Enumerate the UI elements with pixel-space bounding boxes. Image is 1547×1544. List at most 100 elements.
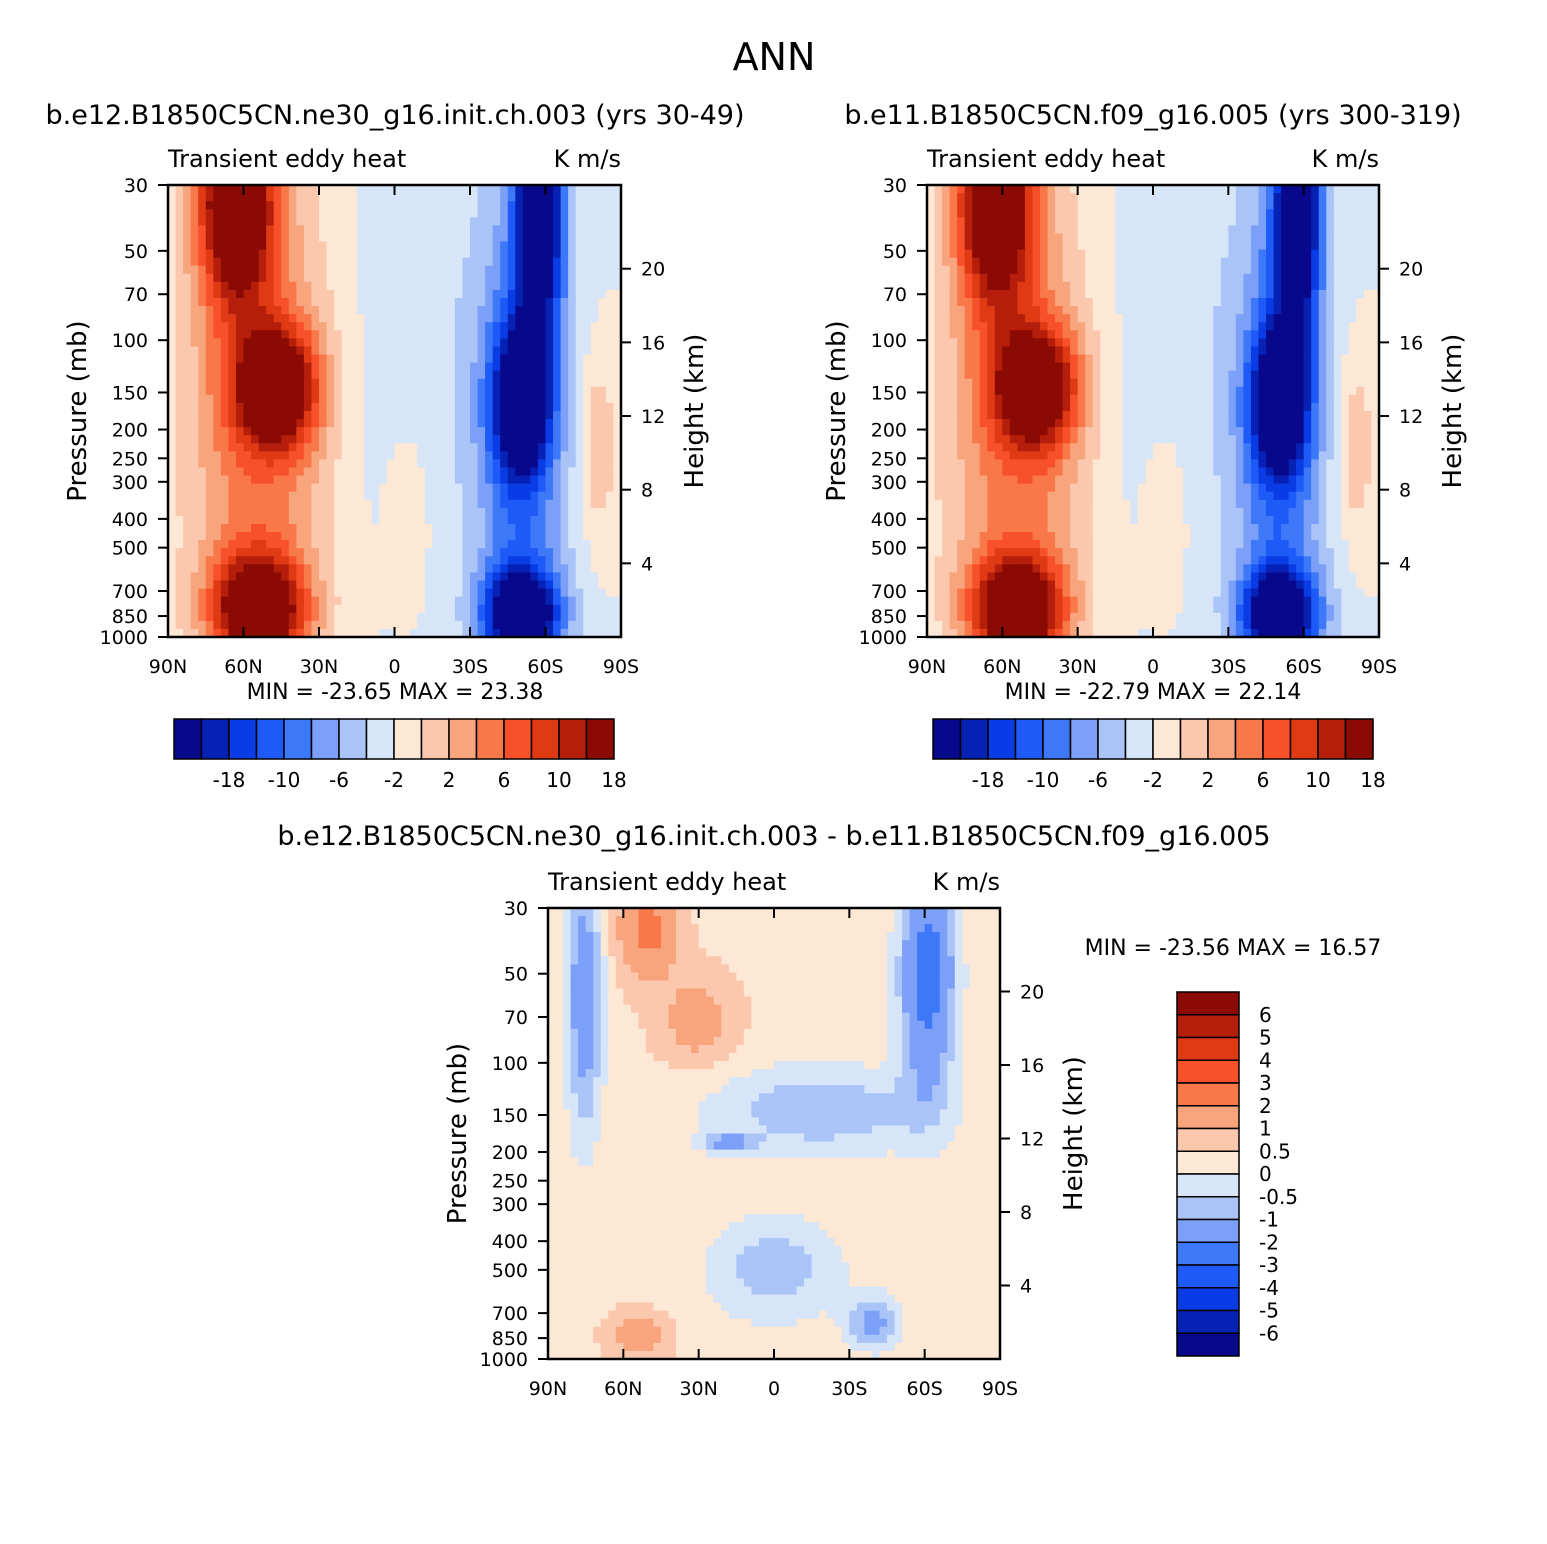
field-cell xyxy=(386,273,396,283)
field-cell xyxy=(198,564,207,574)
field-cell xyxy=(386,556,396,565)
field-cell xyxy=(500,483,509,493)
field-cell xyxy=(545,483,554,493)
field-cell xyxy=(168,370,177,380)
field-cell xyxy=(1213,257,1222,267)
field-cell xyxy=(1055,217,1064,226)
field-cell xyxy=(568,306,577,315)
field-cell xyxy=(281,491,290,501)
field-cell xyxy=(303,515,313,525)
field-cell xyxy=(575,556,584,565)
field-cell xyxy=(364,298,373,307)
field-cell xyxy=(477,314,486,323)
field-cell xyxy=(183,241,192,251)
field-cell xyxy=(273,322,282,331)
field-cell xyxy=(1266,209,1275,218)
field-cell xyxy=(439,612,448,622)
field-cell xyxy=(198,443,207,452)
field-cell xyxy=(1281,265,1290,275)
field-cell xyxy=(613,241,622,251)
field-cell xyxy=(1077,209,1086,218)
field-cell xyxy=(311,314,320,323)
field-cell xyxy=(266,201,275,210)
field-cell xyxy=(972,209,981,218)
field-cell xyxy=(364,386,373,396)
field-cell xyxy=(972,217,981,226)
field-cell xyxy=(1002,249,1011,259)
field-cell xyxy=(590,354,599,364)
field-cell xyxy=(183,249,192,259)
field-cell xyxy=(515,370,524,380)
field-cell xyxy=(1047,233,1056,243)
field-cell xyxy=(1198,241,1207,251)
field-cell xyxy=(175,564,184,574)
field-cell xyxy=(319,185,328,194)
field-cell xyxy=(281,596,290,606)
field-cell xyxy=(1243,346,1252,356)
field-cell xyxy=(1009,346,1018,356)
field-cell xyxy=(470,193,479,202)
field-cell xyxy=(545,306,554,315)
field-cell xyxy=(1303,209,1312,218)
field-cell xyxy=(273,612,282,622)
field-cell xyxy=(326,298,335,307)
field-cell xyxy=(1235,249,1244,259)
field-cell xyxy=(605,540,615,549)
field-cell xyxy=(266,491,275,501)
field-cell xyxy=(485,330,494,339)
field-cell xyxy=(470,475,479,485)
panel-2: b.e11.B1850C5CN.f09_g16.005 (yrs 300-319… xyxy=(822,100,1468,792)
field-cell xyxy=(507,338,516,348)
field-cell xyxy=(371,564,380,574)
field-cell xyxy=(1092,201,1101,210)
field-cell xyxy=(273,483,282,493)
field-cell xyxy=(605,225,615,235)
field-cell xyxy=(1303,298,1312,307)
field-cell xyxy=(934,370,943,380)
field-cell xyxy=(303,596,313,606)
field-cell xyxy=(583,306,592,315)
field-cell xyxy=(266,548,275,557)
field-cell xyxy=(1130,217,1139,226)
field-cell xyxy=(934,354,943,364)
field-cell xyxy=(319,572,328,582)
field-cell xyxy=(507,628,516,638)
field-cell xyxy=(394,588,403,598)
field-cell xyxy=(311,459,320,469)
field-cell xyxy=(1363,201,1373,210)
field-cell xyxy=(356,524,365,533)
field-cell xyxy=(1153,306,1162,315)
field-cell xyxy=(477,507,486,517)
field-cell xyxy=(1032,314,1041,323)
field-cell xyxy=(175,443,184,452)
field-cell xyxy=(1130,289,1139,299)
field-cell xyxy=(213,330,222,339)
field-cell xyxy=(341,507,350,517)
field-cell xyxy=(183,322,192,331)
field-cell xyxy=(1205,378,1214,388)
field-cell xyxy=(349,459,358,469)
field-cell xyxy=(409,330,418,339)
field-cell xyxy=(303,289,313,299)
field-cell xyxy=(198,475,207,485)
field-cell xyxy=(190,491,199,501)
field-cell xyxy=(590,322,599,331)
field-cell xyxy=(583,548,592,557)
field-cell xyxy=(583,362,592,372)
field-cell xyxy=(1190,249,1199,259)
field-cell xyxy=(485,306,494,315)
field-cell xyxy=(1288,233,1297,243)
field-cell xyxy=(168,596,177,606)
y-tick-label: 200 xyxy=(112,420,148,442)
field-cell xyxy=(1228,330,1237,339)
field-cell xyxy=(303,483,313,493)
field-cell xyxy=(266,604,275,614)
field-cell xyxy=(462,257,471,267)
field-cell xyxy=(273,475,282,485)
field-cell xyxy=(500,298,509,307)
field-cell xyxy=(205,338,214,348)
field-cell xyxy=(1273,249,1282,259)
field-cell xyxy=(545,612,554,622)
field-cell xyxy=(288,499,297,509)
field-cell xyxy=(243,524,252,533)
